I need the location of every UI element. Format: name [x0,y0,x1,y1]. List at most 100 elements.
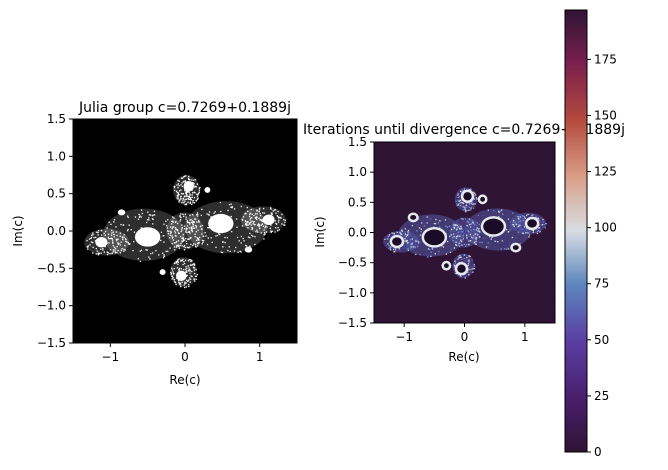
fractal-speckle [445,241,447,243]
fractal-speckle [434,221,437,223]
fractal-speckle [468,223,471,226]
fractal-speckle [459,242,462,244]
fractal-speckle [172,220,174,222]
fractal-speckle [254,243,256,246]
fractal-speckle [173,262,176,265]
fractal-speckle [177,222,179,225]
fractal-speckle [477,234,479,236]
fractal-speckle [479,231,481,233]
fractal-speckle [139,260,141,263]
fractal-speckle [515,230,517,232]
fractal-speckle [457,194,459,197]
fractal-speckle [519,216,521,218]
fractal-speckle [106,227,108,229]
fractal-speckle [404,233,407,235]
fractal-speckle [190,227,192,229]
fractal-speckle [183,284,185,286]
fractal-speckle [284,221,286,224]
fractal-speckle [542,226,544,229]
fractal-speckle [411,243,413,245]
fractal-speckle [535,215,537,218]
fractal-speckle [178,201,180,203]
fractal-blob [457,264,466,273]
fractal-speckle [111,239,114,241]
fractal-speckle [442,246,445,248]
fractal-speckle [455,241,457,243]
fractal-speckle [191,220,194,222]
fractal-speckle [108,221,110,224]
fractal-speckle [476,222,479,224]
fractal-speckle [96,231,98,233]
fractal-speckle [244,213,246,215]
fractal-speckle [260,219,262,221]
fractal-speckle [245,224,248,226]
fractal-speckle [459,254,461,257]
fractal-speckle [477,230,479,232]
fractal-speckle [467,230,469,232]
fractal-speckle [476,233,478,235]
fractal-speckle [176,260,178,263]
fractal-speckle [189,270,192,272]
julia-set-xtick-label: 1 [256,350,264,364]
fractal-speckle [167,233,170,235]
fractal-speckle [274,220,276,222]
fractal-speckle [133,231,136,233]
fractal-speckle [459,219,462,221]
fractal-speckle [181,177,184,179]
fractal-speckle [526,213,528,215]
fractal-speckle [466,220,469,223]
fractal-speckle [180,195,182,197]
fractal-speckle [387,243,389,245]
fractal-speckle [185,193,188,195]
fractal-speckle [183,225,186,227]
fractal-speckle [182,263,184,266]
fractal-speckle [273,209,276,211]
fractal-speckle [100,252,102,254]
fractal-speckle [461,228,463,230]
fractal-speckle [453,247,455,249]
fractal-speckle [251,227,254,229]
fractal-speckle [427,256,430,258]
fractal-speckle [469,202,471,204]
fractal-speckle [439,220,441,222]
julia-set-xtick-label: −1 [101,350,119,364]
fractal-speckle [275,222,277,225]
fractal-speckle [471,266,474,268]
fractal-speckle [278,219,280,221]
fractal-speckle [242,216,245,218]
fractal-speckle [145,249,147,251]
fractal-speckle [181,229,183,231]
fractal-speckle [410,246,412,248]
fractal-speckle [407,229,410,232]
fractal-speckle [478,220,480,223]
fractal-speckle [182,234,184,236]
fractal-speckle [184,213,186,216]
fractal-speckle [471,237,473,240]
fractal-speckle [510,222,512,224]
divergence-ticks: −1 0 1 −1.5 −1.0 −0.5 0.0 0.5 1.0 1.5 [338,135,529,344]
fractal-speckle [420,230,422,233]
fractal-speckle [201,224,204,227]
fractal-speckle [511,221,513,223]
fractal-speckle [478,236,481,238]
fractal-speckle [463,189,465,191]
fractal-speckle [417,242,420,244]
fractal-speckle [190,243,192,246]
julia-set-ytick-label: −1.0 [37,299,66,313]
fractal-speckle [414,246,416,249]
fractal-speckle [226,236,229,239]
fractal-speckle [469,240,472,242]
fractal-speckle [188,231,190,233]
fractal-speckle [465,275,467,277]
fractal-speckle [408,238,410,240]
fractal-speckle [182,176,185,178]
fractal-speckle [429,217,431,220]
fractal-speckle [187,280,189,282]
fractal-speckle [233,208,236,210]
fractal-speckle [178,281,180,283]
fractal-speckle [386,236,389,238]
fractal-speckle [462,202,465,205]
fractal-speckle [462,218,464,220]
fractal-speckle [188,285,190,288]
fractal-speckle [188,223,191,225]
